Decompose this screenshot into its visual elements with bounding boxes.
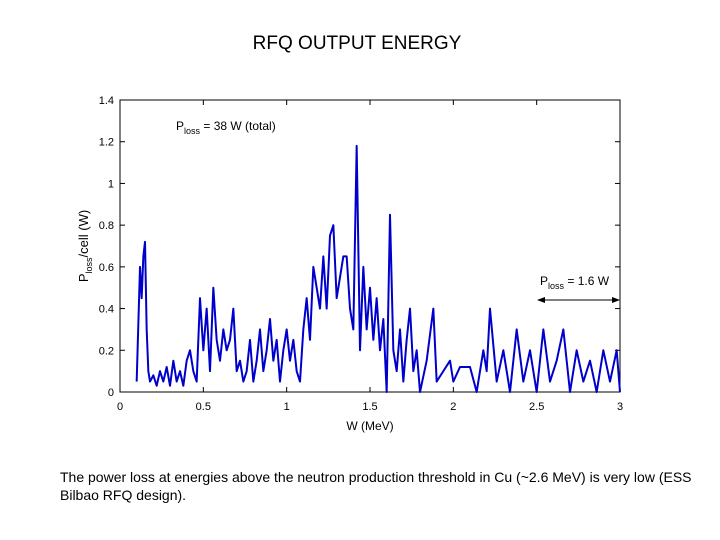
- y-axis-label: Ploss/cell (W): [76, 210, 94, 282]
- x-tick-label: 1.5: [362, 401, 377, 413]
- y-tick-label: 0.6: [99, 262, 114, 274]
- y-tick-label: 0.2: [99, 345, 114, 357]
- y-tick-label: 1.4: [99, 95, 114, 107]
- annotation-sub: loss: [548, 281, 565, 291]
- y-label-sub: loss: [84, 257, 94, 274]
- chart: RFQ OUTPUT ENERGY W (MeV) Ploss/cell (W)…: [76, 33, 623, 433]
- x-tick-label: 3: [617, 401, 623, 413]
- x-tick-label: 2: [450, 401, 456, 413]
- caption: The power loss at energies above the neu…: [60, 469, 692, 503]
- annotation-sub: loss: [184, 126, 201, 136]
- y-tick-label: 0: [108, 387, 114, 399]
- y-tick-label: 0.8: [99, 220, 114, 232]
- y-label-main: P: [76, 274, 91, 283]
- x-tick-label: 0.5: [196, 401, 211, 413]
- y-label-rest: /cell (W): [76, 210, 91, 258]
- y-tick-label: 1: [108, 178, 114, 190]
- annotation: Ploss = 38 W (total): [176, 119, 276, 136]
- chart-title: RFQ OUTPUT ENERGY: [253, 33, 462, 54]
- annotation-main: P: [176, 119, 184, 133]
- x-axis-label: W (MeV): [346, 419, 393, 433]
- annotation-rest: = 38 W (total): [200, 119, 276, 133]
- annotation-main: P: [540, 274, 548, 288]
- x-tick-label: 1: [284, 401, 290, 413]
- y-tick-label: 1.2: [99, 137, 114, 149]
- y-tick-label: 0.4: [99, 304, 114, 316]
- annotation-rest: = 1.6 W: [564, 274, 610, 288]
- annotation: Ploss = 1.6 W: [540, 274, 610, 291]
- x-tick-label: 0: [117, 401, 123, 413]
- x-tick-label: 2.5: [529, 401, 544, 413]
- data-line: [135, 144, 621, 393]
